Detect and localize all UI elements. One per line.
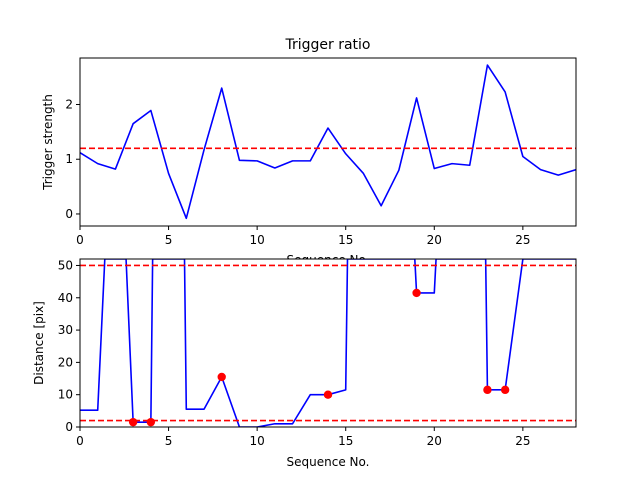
- x-tick-label: 10: [250, 434, 265, 448]
- x-tick-label: 5: [165, 434, 173, 448]
- y-axis-label-top: Trigger strength: [41, 94, 55, 191]
- marker-point: [217, 372, 226, 382]
- y-tick-label: 30: [58, 323, 73, 337]
- plot-area-bottom: [80, 259, 576, 427]
- y-axis-label-bottom: Distance [pix]: [32, 301, 46, 385]
- x-tick-label: 15: [338, 233, 353, 247]
- x-tick-label: 0: [76, 434, 84, 448]
- series-group-top: [80, 64, 576, 220]
- chart-title-top: Trigger ratio: [284, 37, 370, 53]
- y-tick-label: 10: [58, 388, 73, 402]
- y-ticks-top: 0 1 2: [65, 98, 80, 221]
- x-tick-label: 25: [515, 233, 530, 247]
- plot-area-top: [80, 58, 576, 226]
- y-tick-label: 0: [65, 420, 73, 434]
- y-ticks-bottom: 0 10 20 30 40 50: [58, 258, 80, 434]
- axes-frame-top: [79, 57, 577, 227]
- series-line: [80, 64, 576, 220]
- y-tick-label: 1: [65, 152, 73, 166]
- x-tick-label: 20: [427, 233, 442, 247]
- y-tick-label: 2: [65, 98, 73, 112]
- x-ticks-top: 0 5 10 15 20 25: [76, 226, 530, 247]
- marker-point: [146, 417, 156, 427]
- x-tick-label: 15: [338, 434, 353, 448]
- series-line: [80, 259, 576, 427]
- y-tick-label: 0: [65, 207, 73, 221]
- x-tick-label: 10: [250, 233, 265, 247]
- y-tick-label: 40: [58, 291, 73, 305]
- x-axis-label-bottom: Sequence No.: [287, 455, 370, 469]
- marker-point: [412, 288, 421, 298]
- x-tick-label: 0: [76, 233, 84, 247]
- marker-point: [128, 417, 138, 427]
- series-group-bottom: [80, 259, 576, 427]
- marker-point: [500, 385, 510, 395]
- y-tick-label: 20: [58, 355, 73, 369]
- x-tick-label: 5: [165, 233, 173, 247]
- x-tick-label: 25: [515, 434, 530, 448]
- chart-distance: 0 5 10 15 20 25 0 10 20 30 40 50 Sequence No. Dist…: [32, 258, 577, 469]
- x-tick-label: 20: [427, 434, 442, 448]
- axes-frame-bottom: [79, 258, 577, 428]
- marker-point: [323, 390, 333, 399]
- marker-point: [483, 385, 492, 395]
- y-tick-label: 50: [58, 258, 73, 272]
- x-ticks-bottom: 0 5 10 15 20 25: [76, 427, 530, 448]
